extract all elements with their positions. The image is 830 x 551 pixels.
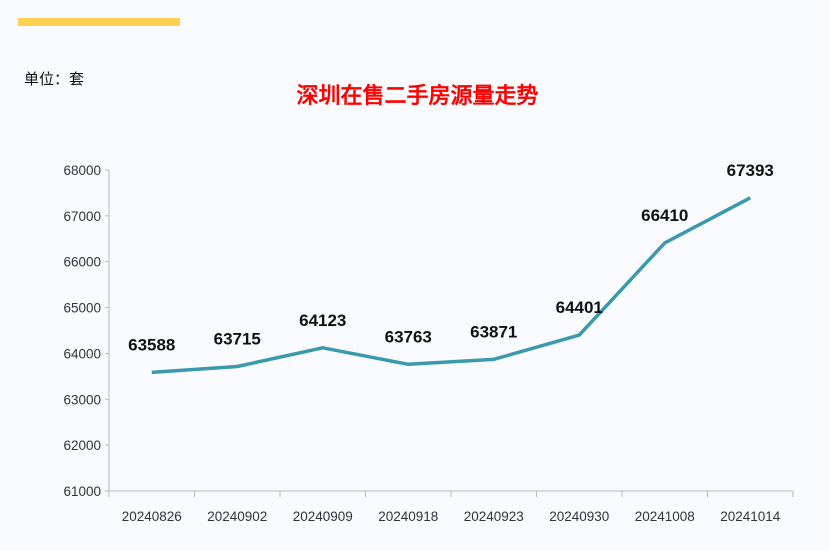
- x-tick-label: 20240923: [464, 509, 524, 524]
- y-tick-label: 67000: [63, 209, 101, 224]
- unit-label: 单位：套: [24, 71, 85, 88]
- data-label: 64123: [299, 311, 346, 330]
- x-tick-label: 20241014: [720, 509, 781, 524]
- x-tick-label: 20240930: [549, 509, 609, 524]
- data-label: 63871: [470, 322, 517, 341]
- x-tick-label: 20240902: [207, 509, 267, 524]
- y-tick-label: 66000: [63, 255, 101, 270]
- data-label: 63588: [128, 335, 175, 354]
- y-tick-label: 64000: [63, 346, 101, 361]
- x-tick-label: 20241008: [635, 509, 695, 524]
- data-label: 64401: [556, 298, 603, 317]
- x-tick-label: 20240909: [293, 509, 353, 524]
- y-tick-label: 63000: [63, 392, 101, 407]
- y-tick-label: 68000: [63, 163, 101, 178]
- accent-bar: [18, 18, 180, 26]
- data-label: 63763: [385, 327, 432, 346]
- x-tick-label: 20240826: [122, 509, 182, 524]
- y-tick-label: 65000: [63, 301, 101, 316]
- chart-title: 深圳在售二手房源量走势: [296, 83, 539, 109]
- data-label: 66410: [641, 206, 688, 225]
- y-tick-label: 61000: [63, 484, 101, 499]
- data-line: [151, 196, 752, 375]
- data-label: 67393: [727, 161, 774, 180]
- y-tick-label: 62000: [63, 438, 101, 453]
- x-tick-label: 20240918: [378, 509, 438, 524]
- data-label: 63715: [214, 329, 261, 348]
